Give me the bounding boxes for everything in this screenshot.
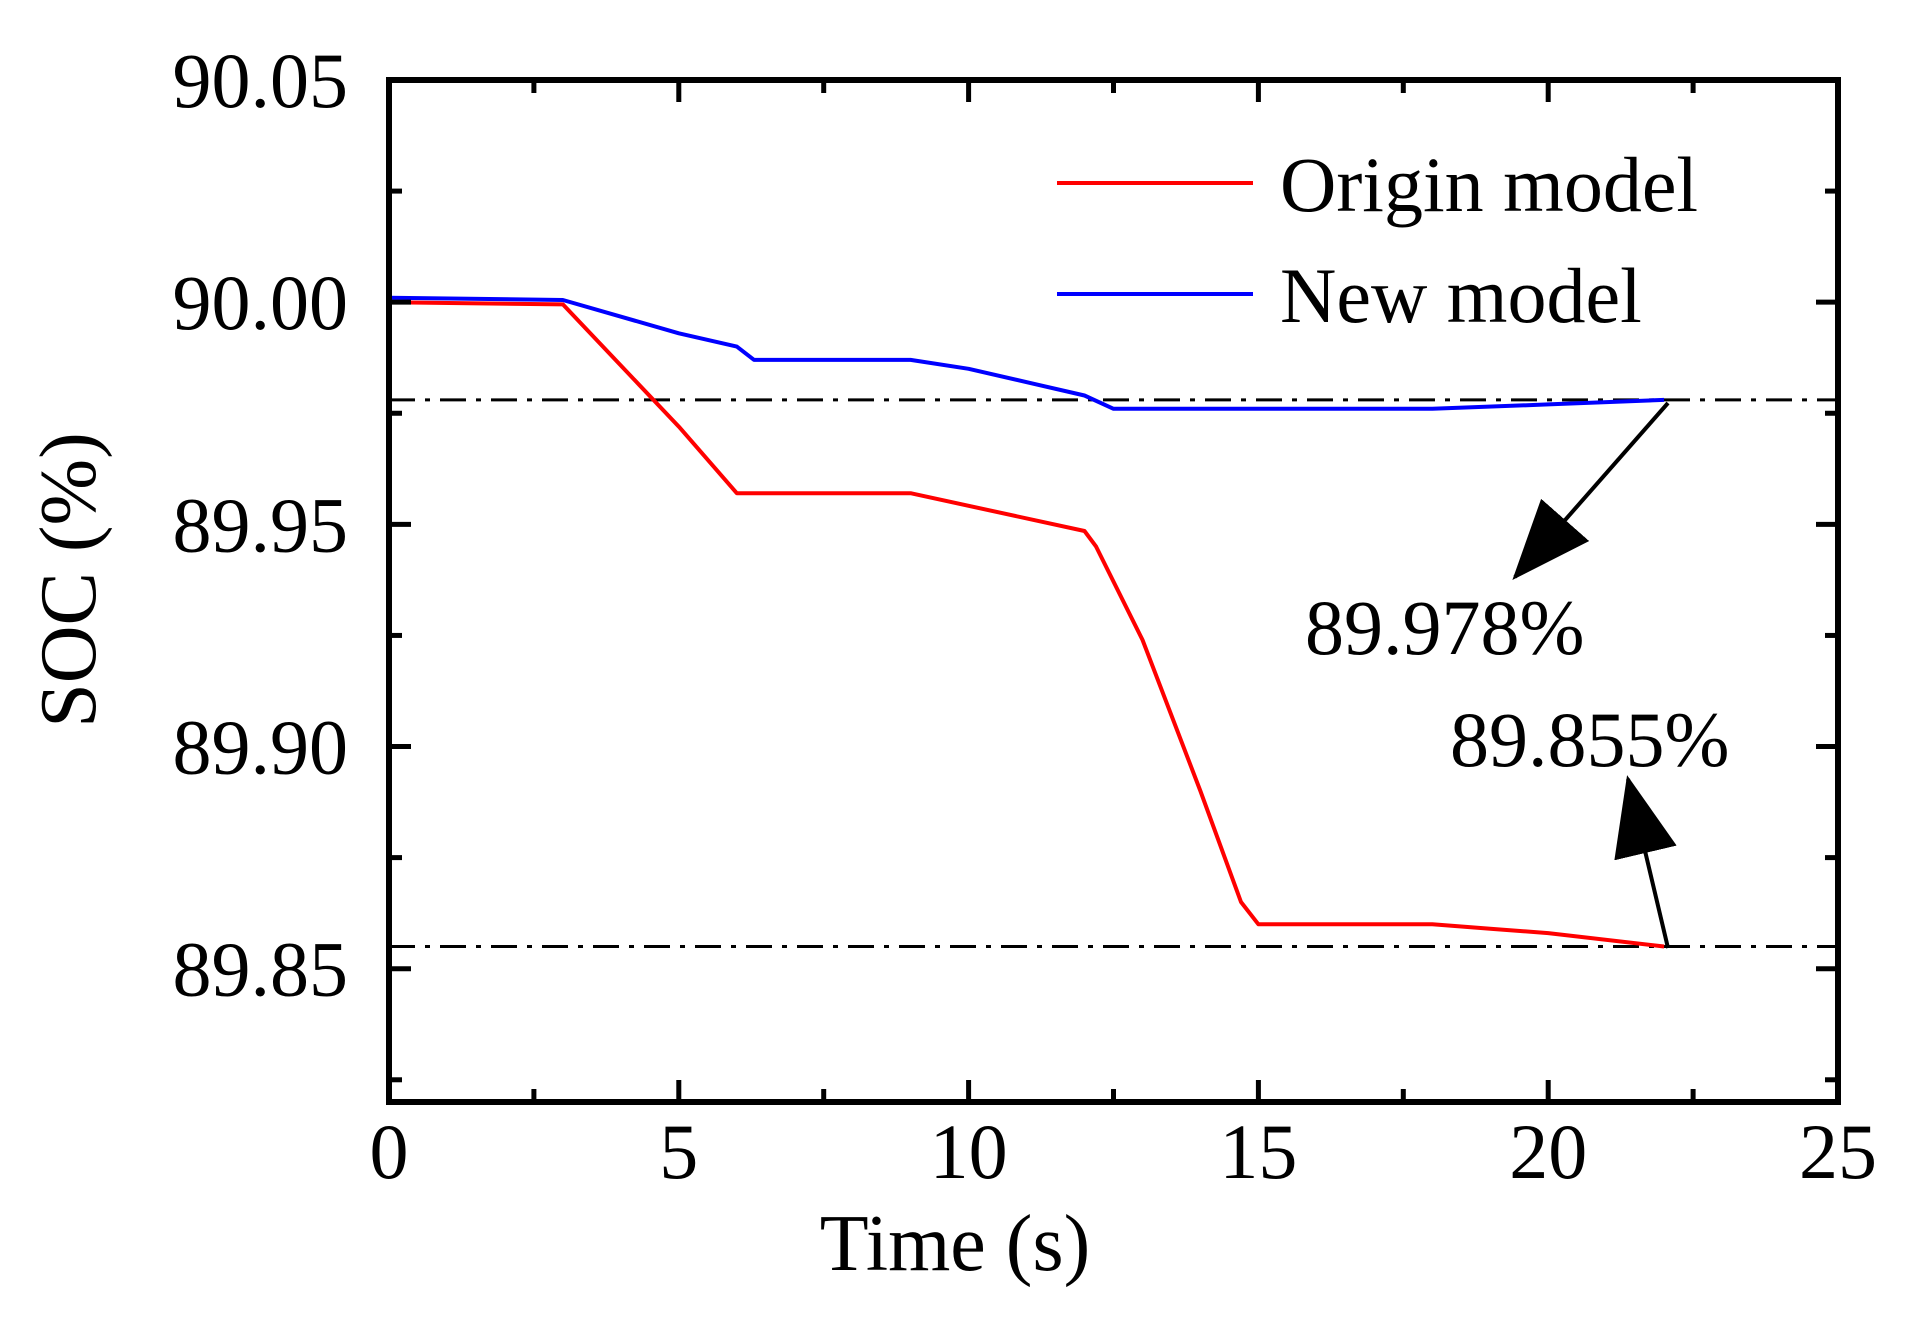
- y-tick-label: 89.90: [173, 704, 349, 791]
- legend-label-new-model: New model: [1280, 252, 1642, 339]
- annotation-label-new-model: 89.978%: [1305, 584, 1584, 671]
- y-tick-label: 90.05: [173, 37, 349, 124]
- annotation-label-origin-model: 89.855%: [1450, 696, 1729, 783]
- series-line-origin-model: [388, 300, 1665, 949]
- legend-label-origin-model: Origin model: [1280, 141, 1698, 228]
- x-tick-label: 10: [930, 1108, 1008, 1195]
- annotation-arrow-new-model: [1512, 401, 1670, 581]
- x-tick-label: 5: [659, 1108, 698, 1195]
- x-tick-label: 20: [1509, 1108, 1587, 1195]
- plot-area: [386, 77, 1841, 1105]
- y-axis: 89.85 89.90 89.95 90.00 90.05: [173, 37, 1838, 1083]
- y-axis-title: SOC (%): [25, 432, 113, 728]
- x-axis: 0 5 10 15 20 25: [370, 80, 1877, 1195]
- x-tick-label: 25: [1799, 1108, 1877, 1195]
- x-tick-label: 15: [1219, 1108, 1297, 1195]
- annotation-arrow-origin-model: [1614, 775, 1677, 949]
- x-axis-title: Time (s): [820, 1200, 1090, 1288]
- legend: Origin model New model: [1057, 141, 1698, 339]
- plot-frame: [386, 77, 1841, 1105]
- y-tick-label: 89.95: [173, 481, 349, 568]
- annotations: 89.978% 89.855%: [1305, 401, 1729, 949]
- series-line-new-model: [388, 295, 1665, 411]
- x-tick-label: 0: [370, 1108, 409, 1195]
- y-tick-label: 89.85: [173, 926, 349, 1013]
- y-tick-label: 90.00: [173, 259, 349, 346]
